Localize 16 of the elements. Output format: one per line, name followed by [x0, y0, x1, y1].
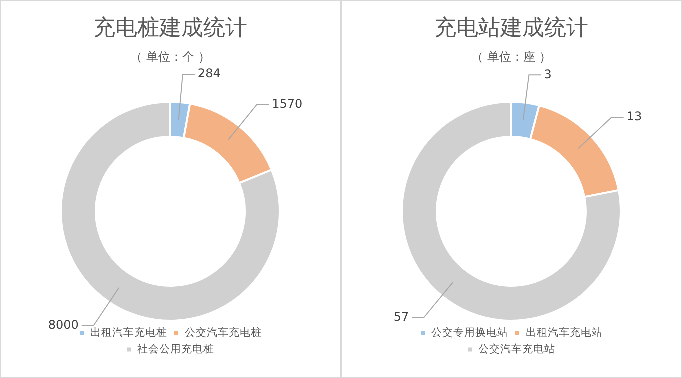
- chart-title: 充电站建成统计: [434, 15, 590, 43]
- legend-label: 公交专用换电站: [432, 326, 508, 339]
- legend-label: 出租汽车充电桩: [90, 326, 168, 339]
- data-label: 13: [626, 110, 642, 124]
- data-label: 8000: [48, 318, 79, 332]
- chart-subtitle: （ 单位：个 ）: [130, 49, 212, 66]
- legend-label: 公交汽车充电桩: [184, 326, 262, 339]
- data-label: 57: [394, 310, 410, 324]
- legend-label: 公交汽车充电站: [478, 342, 556, 356]
- data-label: 3: [544, 67, 552, 82]
- legend-label: 社会公用充电桩: [138, 342, 215, 356]
- chart-subtitle: （ 单位：座 ）: [470, 49, 552, 66]
- legend-label: 出租汽车充电站: [526, 326, 603, 339]
- data-label: 1570: [272, 96, 303, 111]
- data-label: 284: [198, 66, 221, 81]
- chart-title: 充电桩建成统计: [92, 15, 248, 43]
